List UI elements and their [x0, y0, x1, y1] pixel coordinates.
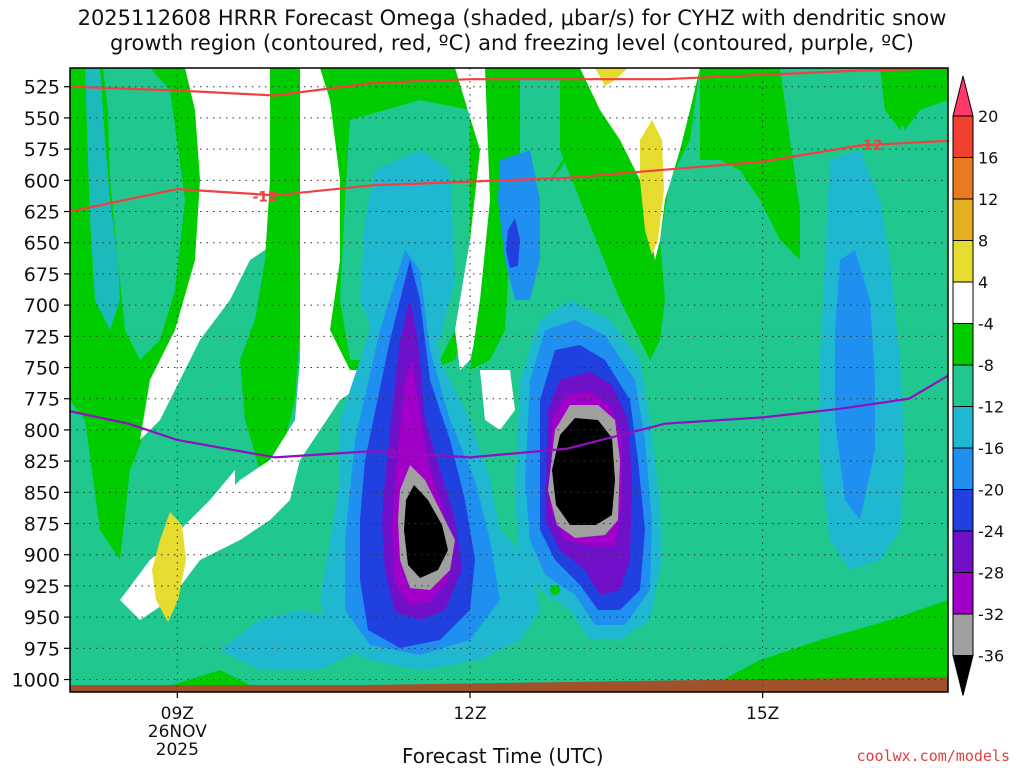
colorbar-label: -28	[978, 564, 1004, 583]
y-tick-label: 800	[24, 420, 60, 442]
y-tick-label: 925	[24, 576, 60, 598]
colorbar-label: -32	[978, 605, 1004, 624]
colorbar-swatch	[952, 406, 974, 449]
x-tick-label: 12Z	[453, 704, 486, 724]
colorbar-label: 8	[978, 232, 988, 251]
x-tick-label: 15Z	[746, 704, 779, 724]
y-tick-label: 875	[24, 514, 60, 536]
y-tick-label: 900	[24, 545, 60, 567]
colorbar-label: 20	[978, 107, 998, 126]
y-tick-label: 650	[24, 233, 60, 255]
contour-label: -12	[252, 189, 277, 205]
x-tick-year: 2025	[156, 740, 199, 760]
x-tick-label: 09Z	[161, 704, 194, 724]
y-tick-label: 975	[24, 638, 60, 660]
colorbar: 20 16 12 8 4 -4 -8 -12 -16 -20 -24 -28 -32 -36	[952, 75, 1004, 696]
y-tick-label: 625	[24, 202, 60, 224]
colorbar-swatch	[952, 115, 974, 158]
colorbar-swatch	[952, 364, 974, 407]
colorbar-label: -36	[978, 647, 1004, 666]
colorbar-swatch	[952, 323, 974, 366]
y-tick-label: 1000	[12, 670, 60, 692]
colorbar-label: 16	[978, 149, 998, 168]
colorbar-label: 4	[978, 273, 988, 292]
y-tick-label: 950	[24, 607, 60, 629]
y-tick-label: 725	[24, 326, 60, 348]
y-tick-label: 775	[24, 389, 60, 411]
y-axis: 525 550 575 600 625 650 675 700 725 750 775 800 825 8…	[12, 77, 70, 692]
colorbar-swatch	[952, 198, 974, 241]
colorbar-swatch	[952, 530, 974, 573]
colorbar-label: -20	[978, 481, 1004, 500]
colorbar-swatch	[952, 447, 974, 490]
contour-label: -12	[857, 138, 882, 154]
y-tick-label: 825	[24, 451, 60, 473]
y-tick-label: 750	[24, 358, 60, 380]
watermark[interactable]: coolwx.com/models	[856, 747, 1010, 765]
omega-shading	[70, 68, 948, 692]
y-tick-label: 600	[24, 170, 60, 192]
x-tick-date: 26NOV	[148, 722, 207, 742]
colorbar-label: -4	[978, 315, 994, 334]
x-axis-label: Forecast Time (UTC)	[402, 744, 604, 768]
x-axis: 09Z26NOV202512Z15Z18Z21Z00Z27NOV	[148, 692, 779, 760]
plot-frame	[69, 67, 949, 693]
title-line-1: 2025112608 HRRR Forecast Omega (shaded, …	[77, 6, 947, 30]
colorbar-label: 12	[978, 190, 998, 209]
chart-title: 2025112608 HRRR Forecast Omega (shaded, …	[0, 6, 1024, 56]
contour-label: 0	[387, 446, 397, 462]
contour-line	[70, 374, 948, 459]
contour-line	[70, 68, 948, 97]
colorbar-top-arrow	[952, 75, 974, 117]
y-tick-label: 700	[24, 295, 60, 317]
colorbar-label: -12	[978, 398, 1004, 417]
colorbar-bottom-arrow	[952, 655, 974, 696]
y-tick-label: 850	[24, 482, 60, 504]
colorbar-swatch	[952, 489, 974, 532]
colorbar-label: -16	[978, 439, 1004, 458]
title-line-2: growth region (contoured, red, ºC) and f…	[110, 31, 914, 55]
colorbar-swatch	[952, 572, 974, 615]
colorbar-label: -8	[978, 356, 994, 375]
colorbar-swatch	[952, 281, 974, 324]
colorbar-label: -24	[978, 522, 1004, 541]
colorbar-swatch	[952, 613, 974, 656]
y-tick-label: 575	[24, 139, 60, 161]
y-tick-label: 525	[24, 77, 60, 99]
grid-lines	[70, 68, 948, 692]
contour-lines: -12-12-120	[70, 68, 948, 462]
y-tick-label: 550	[24, 108, 60, 130]
contour-line	[70, 139, 948, 213]
y-tick-label: 675	[24, 264, 60, 286]
colorbar-swatch	[952, 240, 974, 283]
colorbar-swatch	[952, 157, 974, 200]
